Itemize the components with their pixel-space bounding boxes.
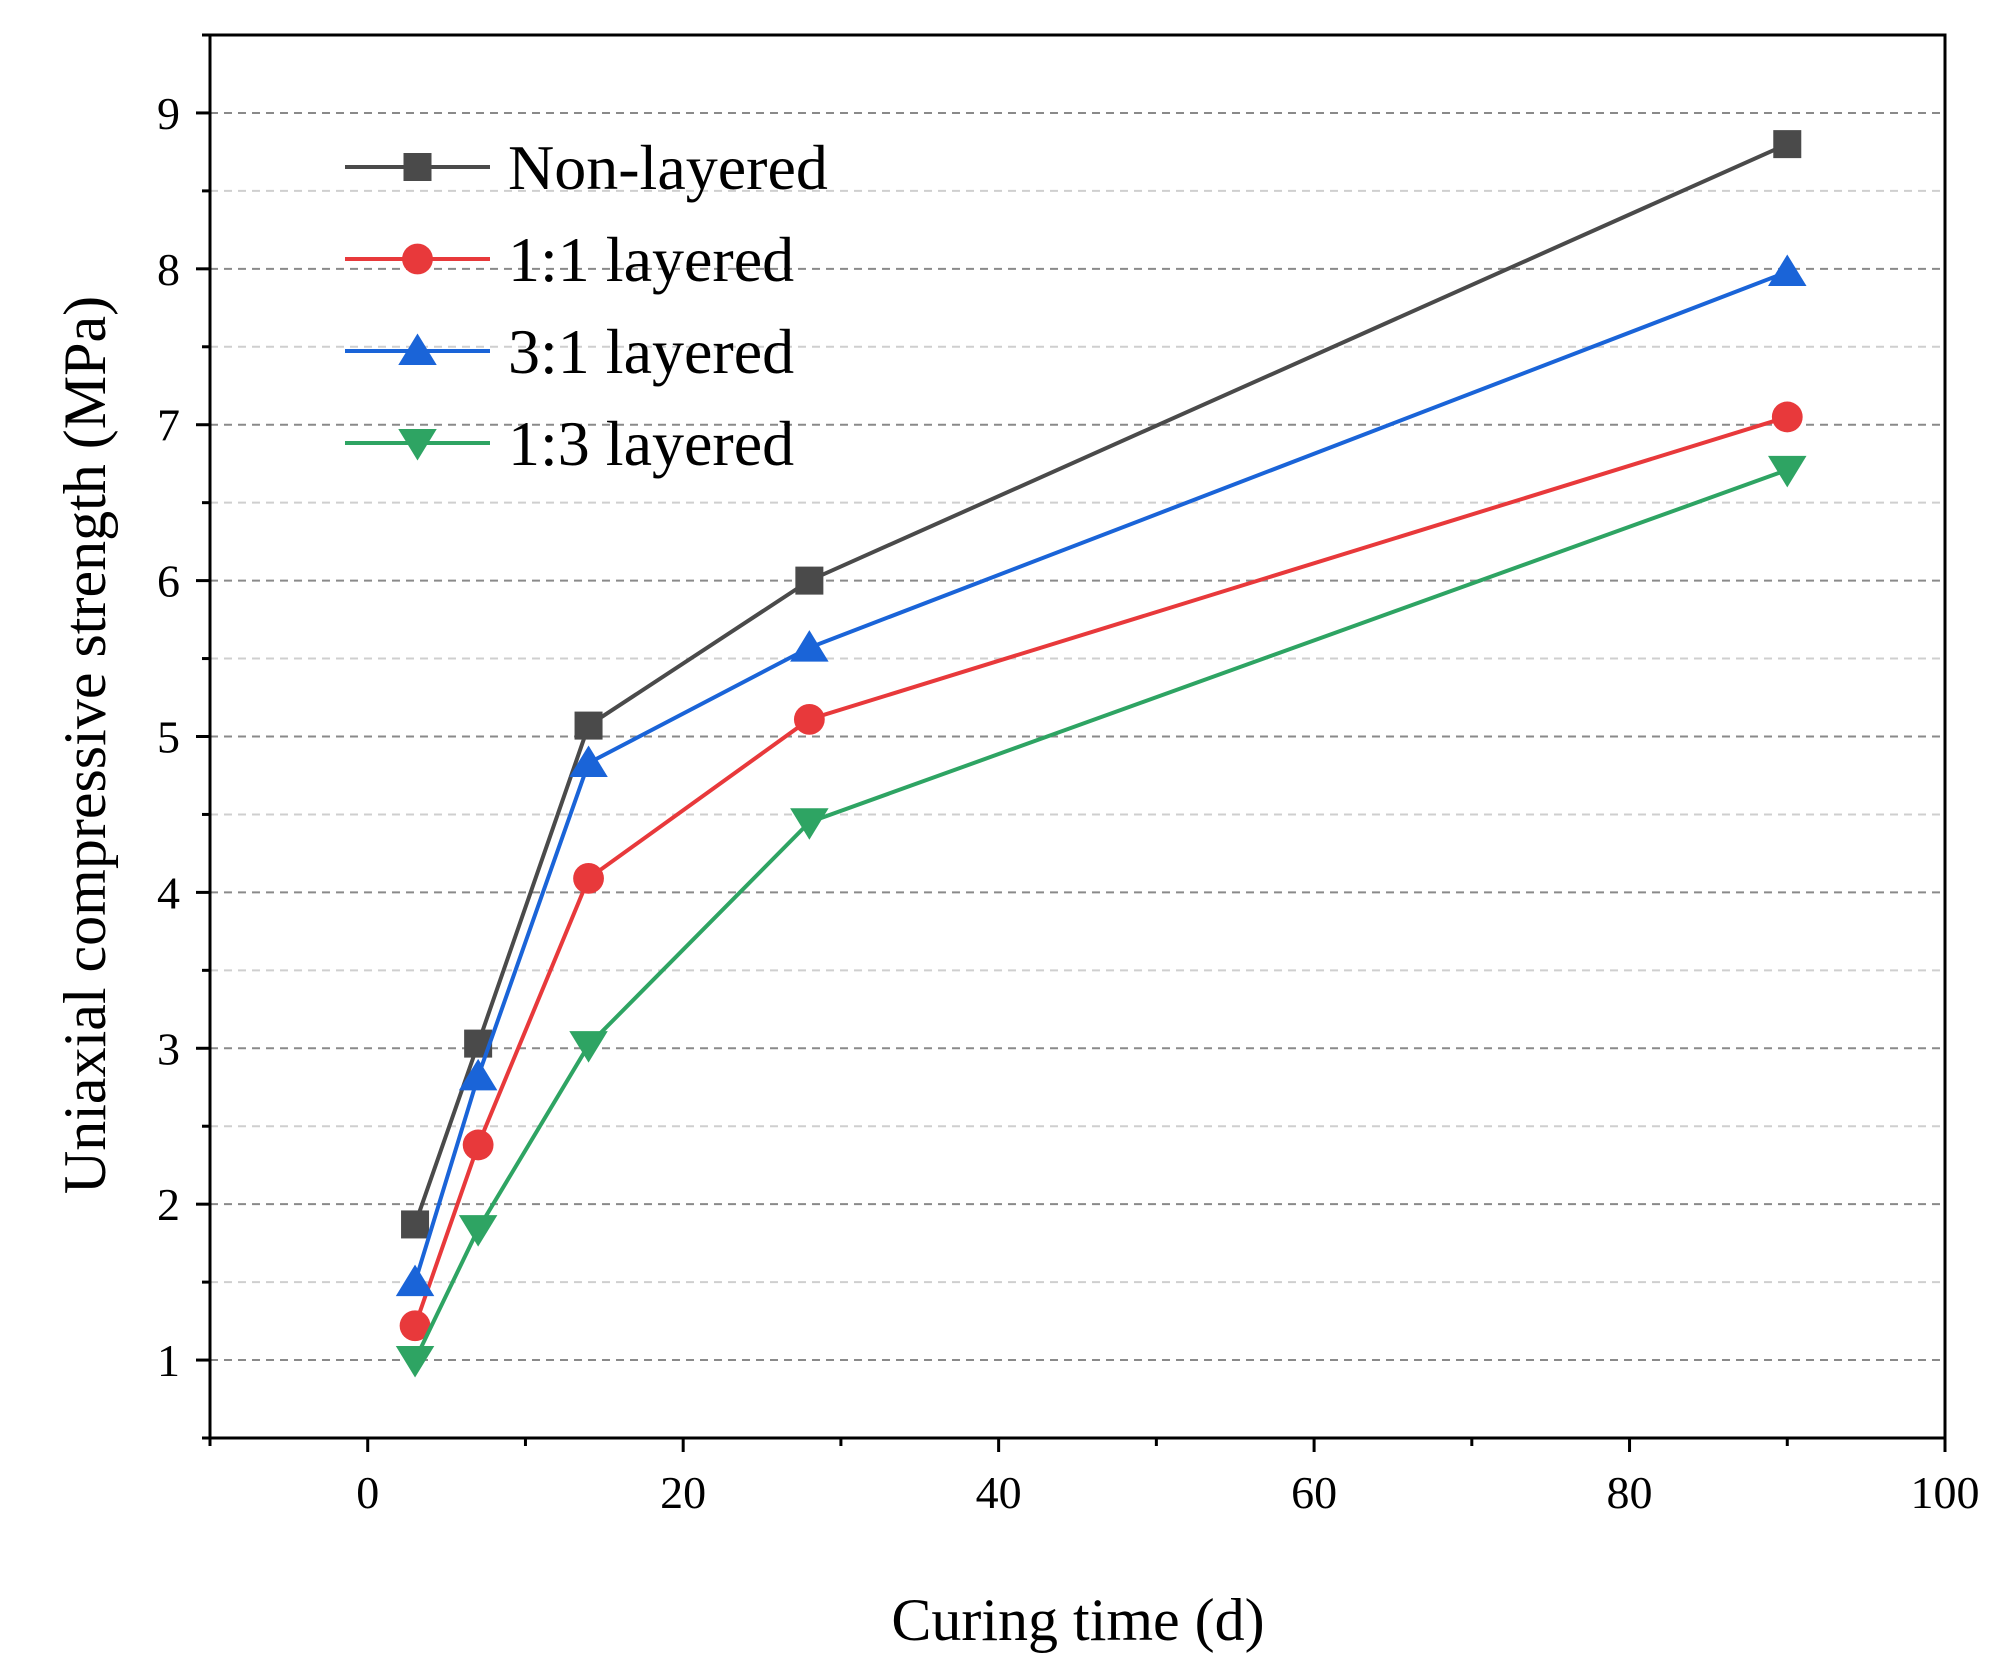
- data-point: [1768, 455, 1807, 488]
- legend-marker: [402, 243, 433, 275]
- x-tick-label: 0: [356, 1467, 379, 1518]
- series-1-1-layered: [399, 401, 1803, 1342]
- series-non-layered: [401, 130, 1802, 1239]
- y-tick-label: 9: [157, 88, 180, 139]
- data-point: [399, 1310, 431, 1342]
- legend-label: 3:1 layered: [508, 316, 794, 387]
- data-point: [573, 862, 604, 894]
- series-layer: [395, 130, 1807, 1378]
- legend-marker: [403, 153, 432, 181]
- legend-marker: [398, 429, 437, 461]
- y-tick-label: 1: [157, 1335, 180, 1386]
- data-point: [569, 745, 608, 778]
- legend: Non-layered 1:1 layered 3:1 layered 1:3 lay…: [345, 132, 828, 479]
- x-tick-label: 20: [660, 1467, 706, 1518]
- x-tick-label: 80: [1607, 1467, 1653, 1518]
- x-tick-label: 60: [1291, 1467, 1337, 1518]
- legend-item: 3:1 layered: [345, 316, 794, 387]
- legend-item: 1:1 layered: [345, 224, 794, 295]
- legend-item: Non-layered: [345, 132, 828, 203]
- data-point: [458, 1058, 498, 1091]
- data-point: [401, 1210, 430, 1239]
- axes-layer: 0 20 40 60 80 100 1 2 3 4 5 6 7 8 9: [157, 33, 1980, 1518]
- series-1-3-layered: [395, 455, 1807, 1378]
- legend-label: Non-layered: [508, 132, 828, 203]
- series-line: [413, 142, 1789, 1226]
- grid-layer: [210, 111, 1945, 1362]
- y-tick-label: 5: [157, 712, 180, 763]
- legend-marker: [398, 333, 437, 365]
- y-tick-label: 6: [157, 556, 180, 607]
- series-line: [413, 468, 1788, 1361]
- data-point: [395, 1264, 435, 1297]
- x-tick-label: 40: [976, 1467, 1022, 1518]
- data-point: [395, 1346, 435, 1378]
- y-tick-label: 7: [157, 400, 180, 451]
- x-tick-label: 100: [1911, 1467, 1980, 1518]
- legend-label: 1:1 layered: [508, 224, 794, 295]
- data-point: [1773, 130, 1802, 159]
- data-point: [1768, 254, 1807, 286]
- data-point: [1771, 401, 1803, 433]
- legend-label: 1:3 layered: [508, 408, 794, 479]
- y-tick-label: 2: [157, 1179, 180, 1230]
- data-point: [793, 703, 825, 735]
- x-axis-title: Curing time (d): [891, 1587, 1264, 1653]
- data-point: [462, 1129, 494, 1161]
- data-point: [795, 566, 824, 595]
- data-point: [790, 808, 829, 840]
- data-point: [790, 630, 829, 662]
- legend-item: 1:3 layered: [345, 408, 794, 479]
- series-line: [413, 415, 1788, 1327]
- y-tick-label: 3: [157, 1023, 180, 1074]
- y-axis-title: Uniaxial compressive strength (MPa): [52, 296, 118, 1194]
- y-tick-label: 4: [157, 867, 180, 918]
- data-point: [574, 711, 603, 740]
- y-tick-label: 8: [157, 244, 180, 295]
- series-3-1-layered: [395, 254, 1807, 1297]
- data-point: [569, 1031, 608, 1063]
- data-point: [458, 1215, 498, 1247]
